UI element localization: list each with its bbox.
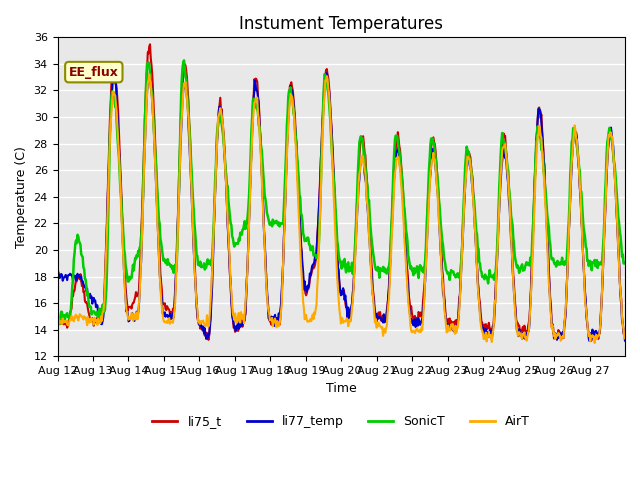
SonicT [121,252,129,257]
X-axis label: Time: Time [326,382,356,395]
Legend: li75_t, li77_temp, SonicT, AirT: li75_t, li77_temp, SonicT, AirT [147,410,535,433]
SonicT [54,312,61,318]
AirT [253,95,261,101]
li75_t [275,319,283,324]
li77_temp [120,270,128,276]
li75_t [253,79,261,84]
li77_temp [323,71,331,76]
SonicT [401,216,409,221]
li75_t [401,220,408,226]
li77_temp [433,173,440,179]
li77_temp [401,229,408,235]
Title: Instument Temperatures: Instument Temperatures [239,15,444,33]
Y-axis label: Temperature (C): Temperature (C) [15,146,28,248]
li77_temp [586,338,593,344]
li77_temp [274,317,282,323]
Text: EE_flux: EE_flux [69,66,119,79]
AirT [225,247,233,252]
SonicT [254,110,262,116]
Line: li75_t: li75_t [58,44,625,341]
li75_t [146,41,154,47]
li75_t [225,254,233,260]
SonicT [433,171,441,177]
SonicT [621,260,629,265]
li77_temp [621,338,629,344]
li77_temp [253,87,260,93]
AirT [275,324,283,329]
Line: li77_temp: li77_temp [58,73,625,341]
AirT [120,270,128,276]
AirT [54,315,61,321]
li75_t [621,329,629,335]
AirT [401,240,408,245]
SonicT [226,212,234,218]
SonicT [180,58,188,63]
AirT [433,175,440,181]
AirT [591,340,598,346]
AirT [621,329,629,335]
li77_temp [54,276,61,281]
Line: SonicT: SonicT [58,60,625,324]
li75_t [587,338,595,344]
li75_t [54,319,61,324]
SonicT [276,224,284,229]
li75_t [433,158,440,164]
AirT [145,72,153,77]
Line: AirT: AirT [58,74,625,343]
li77_temp [225,237,232,242]
li75_t [120,256,128,262]
SonicT [56,321,63,327]
